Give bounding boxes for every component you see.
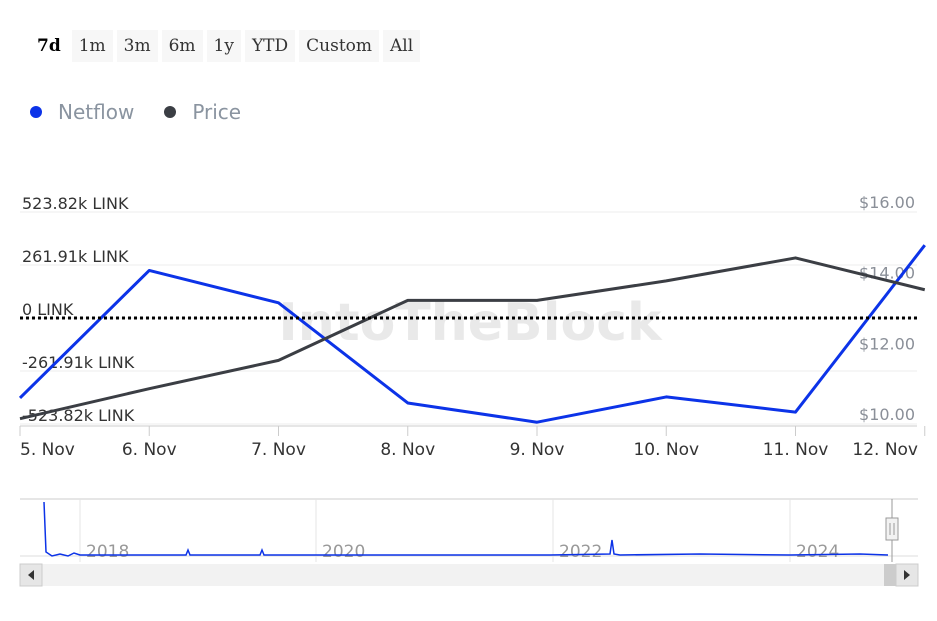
x-axis-tick-label: 12. Nov bbox=[852, 440, 918, 460]
navigator-series-line bbox=[43, 501, 889, 557]
range-button-3m[interactable]: 3m bbox=[116, 30, 158, 62]
arrow-right-icon bbox=[904, 570, 910, 580]
x-axis-tick-label: 10. Nov bbox=[633, 440, 699, 460]
legend-item-netflow[interactable]: Netflow bbox=[30, 100, 134, 124]
left-axis-tick-label: -261.91k LINK bbox=[22, 353, 135, 372]
navigator-handle[interactable] bbox=[885, 517, 899, 541]
series-line-netflow bbox=[18, 244, 926, 424]
x-axis-tick-label: 9. Nov bbox=[510, 440, 565, 460]
navigator-area bbox=[20, 499, 918, 562]
range-selector: 7d 1m 3m 6m 1y YTD Custom All bbox=[30, 30, 421, 62]
scrollbar-track[interactable] bbox=[20, 564, 918, 586]
range-button-6m[interactable]: 6m bbox=[161, 30, 203, 62]
right-axis-tick-label: $12.00 bbox=[859, 334, 915, 353]
navigator-year-label: 2018 bbox=[86, 542, 129, 562]
x-axis-tick-label: 11. Nov bbox=[763, 440, 829, 460]
x-axis-tick-label: 7. Nov bbox=[251, 440, 306, 460]
navigator-year-label: 2024 bbox=[796, 542, 839, 562]
legend-label: Price bbox=[192, 100, 242, 124]
right-axis-tick-label: $16.00 bbox=[859, 193, 915, 212]
left-axis-tick-label: 0 LINK bbox=[22, 300, 74, 319]
range-button-1y[interactable]: 1y bbox=[206, 30, 241, 62]
range-button-1m[interactable]: 1m bbox=[71, 30, 113, 62]
arrow-left-icon bbox=[28, 570, 34, 580]
range-button-7d[interactable]: 7d bbox=[30, 30, 68, 62]
navigator-year-label: 2022 bbox=[559, 542, 602, 562]
x-axis-tick-label: 6. Nov bbox=[122, 440, 177, 460]
range-button-custom[interactable]: Custom bbox=[299, 30, 380, 62]
scrollbar-thumb[interactable] bbox=[884, 564, 896, 586]
navigator-year-label: 2020 bbox=[322, 542, 365, 562]
legend-label: Netflow bbox=[58, 100, 135, 124]
left-axis-tick-label: 523.82k LINK bbox=[22, 194, 129, 213]
legend-dot-icon bbox=[30, 106, 42, 118]
range-button-ytd[interactable]: YTD bbox=[244, 30, 296, 62]
right-axis-tick-label: $10.00 bbox=[859, 405, 915, 424]
x-axis-tick-label: 8. Nov bbox=[380, 440, 435, 460]
series-line-price bbox=[19, 256, 926, 421]
x-axis-tick-label: 5. Nov bbox=[20, 440, 75, 460]
watermark-text: IntoTheBlock bbox=[278, 293, 663, 353]
legend-item-price[interactable]: Price bbox=[164, 100, 241, 124]
left-axis-tick-label: 261.91k LINK bbox=[22, 247, 129, 266]
range-button-all[interactable]: All bbox=[383, 30, 421, 62]
chart-legend: Netflow Price bbox=[30, 100, 241, 124]
legend-dot-icon bbox=[164, 106, 177, 118]
